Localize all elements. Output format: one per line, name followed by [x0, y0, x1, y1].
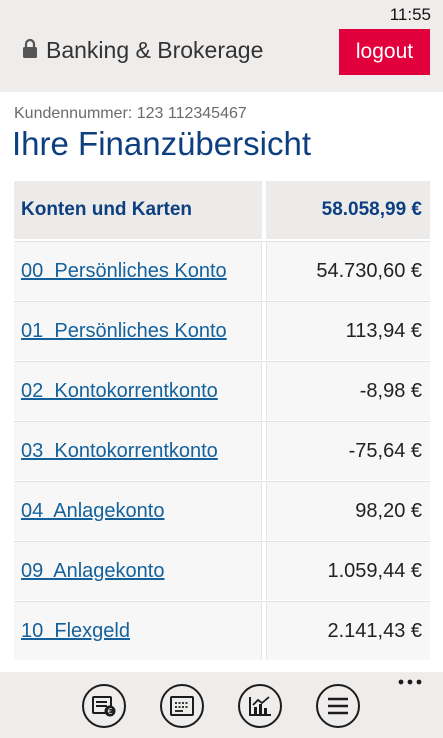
more-options-icon[interactable]	[396, 674, 426, 690]
lock-icon	[23, 38, 37, 58]
account-amount: 1.059,44 €	[266, 542, 430, 600]
accounts-table: Konten und Karten 58.058,99 € 00 Persönl…	[14, 181, 430, 661]
table-row: 03 Kontokorrentkonto -75,64 €	[14, 421, 430, 481]
account-link-09[interactable]: 09 Anlagekonto	[21, 559, 165, 582]
app-header: Banking & Brokerage logout	[0, 28, 443, 92]
account-amount: 98,20 €	[266, 482, 430, 540]
statement-icon	[170, 696, 194, 716]
account-link-10[interactable]: 10 Flexgeld	[21, 619, 130, 642]
table-row: 00 Persönliches Konto 54.730,60 €	[14, 241, 430, 301]
account-link-02[interactable]: 02 Kontokorrentkonto	[21, 379, 218, 402]
table-row: 01 Persönliches Konto 113,94 €	[14, 301, 430, 361]
table-row: 04 Anlagekonto 98,20 €	[14, 481, 430, 541]
account-amount: -8,98 €	[266, 362, 430, 420]
table-row: 09 Anlagekonto 1.059,44 €	[14, 541, 430, 601]
account-link-00[interactable]: 00 Persönliches Konto	[21, 259, 227, 282]
clock: 11:55	[389, 5, 431, 24]
menu-icon	[328, 697, 348, 715]
chart-icon	[249, 696, 271, 716]
account-amount: 113,94 €	[266, 302, 430, 360]
app-bar: €	[0, 672, 443, 738]
summary-label: Konten und Karten	[14, 181, 262, 239]
page-title: Ihre Finanzübersicht	[12, 125, 311, 162]
cards-button[interactable]: €	[82, 684, 126, 728]
table-row: 02 Kontokorrentkonto -8,98 €	[14, 361, 430, 421]
summary-row: Konten und Karten 58.058,99 €	[14, 181, 430, 241]
logout-button[interactable]: logout	[339, 29, 430, 75]
summary-total: 58.058,99 €	[266, 181, 430, 239]
card-icon: €	[92, 696, 116, 717]
account-amount: -75,64 €	[266, 422, 430, 480]
statements-button[interactable]	[160, 684, 204, 728]
app-title: Banking & Brokerage	[46, 37, 264, 63]
account-link-01[interactable]: 01 Persönliches Konto	[21, 319, 227, 342]
portfolio-button[interactable]	[238, 684, 282, 728]
account-amount: 2.141,43 €	[266, 602, 430, 660]
menu-button[interactable]	[316, 684, 360, 728]
svg-text:€: €	[107, 707, 112, 716]
table-row: 10 Flexgeld 2.141,43 €	[14, 601, 430, 661]
account-amount: 54.730,60 €	[266, 242, 430, 300]
account-link-04[interactable]: 04 Anlagekonto	[21, 499, 165, 522]
account-link-03[interactable]: 03 Kontokorrentkonto	[21, 439, 218, 462]
customer-number: Kundennummer: 123 112345467	[14, 105, 247, 122]
status-bar: 11:55	[0, 0, 443, 28]
